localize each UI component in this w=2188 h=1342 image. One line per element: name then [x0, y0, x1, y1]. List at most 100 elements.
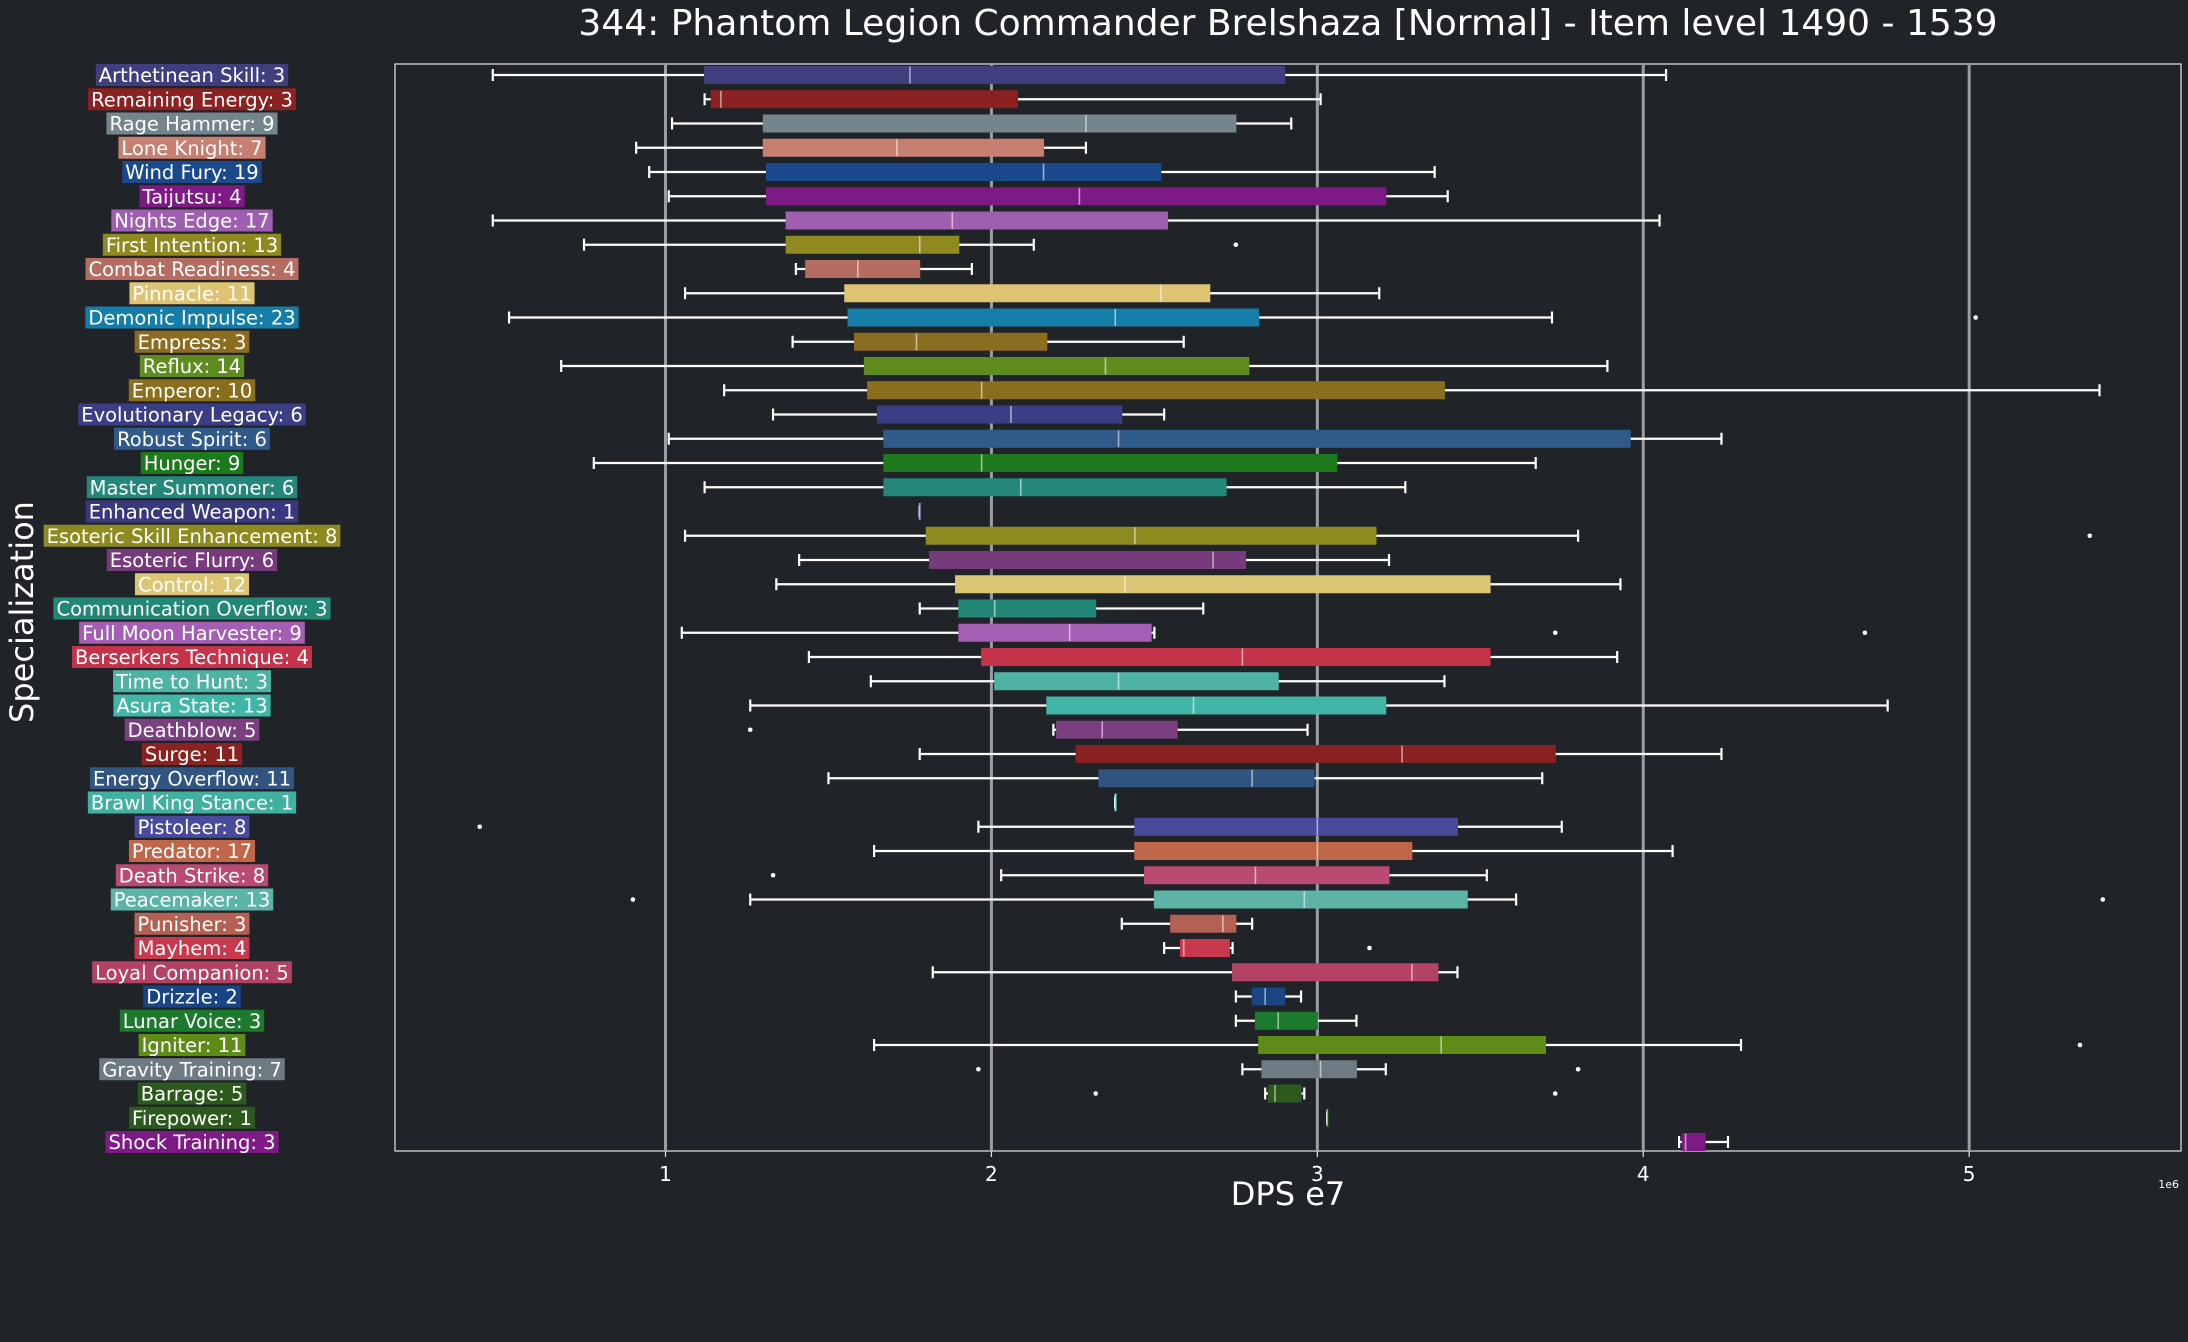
category-label: Control: 12	[134, 573, 250, 596]
category-label-bg	[78, 403, 306, 426]
category-label-text: Firepower: 1	[132, 1107, 252, 1130]
category-label-text: Lunar Voice: 3	[123, 1010, 261, 1033]
box-row	[1677, 1133, 1730, 1151]
category-label: Predator: 17	[128, 840, 256, 863]
category-label-text: Empress: 3	[138, 331, 247, 354]
box-row	[630, 890, 2106, 909]
category-label: Punisher: 3	[134, 912, 250, 936]
box-iqr	[762, 138, 1045, 157]
category-label-text: Reflux: 14	[143, 355, 241, 378]
category-label-text: Lone Knight: 7	[121, 137, 262, 160]
category-label-bg	[102, 233, 282, 256]
category-label: Berserkers Technique: 4	[72, 646, 312, 669]
category-label-text: Death Strike: 8	[119, 864, 265, 887]
category-label-text: Asura State: 13	[116, 695, 267, 718]
box-row	[869, 672, 1446, 691]
box-iqr	[1267, 1084, 1302, 1103]
box-iqr	[955, 575, 1491, 594]
box-iqr	[928, 551, 1247, 569]
chart-title: 344: Phantom Legion Commander Brelshaza …	[578, 3, 1997, 44]
box-row	[667, 429, 1723, 448]
category-label: Lunar Voice: 3	[119, 1009, 265, 1033]
outlier-point	[1367, 945, 1372, 951]
category-label-bg	[85, 306, 299, 329]
outlier-point	[2087, 533, 2093, 539]
category-label-text: Nights Edge: 17	[114, 210, 269, 233]
outlier-point	[770, 872, 776, 878]
category-label-text: Pinnacle: 11	[132, 282, 251, 305]
box-row	[775, 575, 1622, 594]
category-label-text: Combat Readiness: 4	[89, 258, 296, 281]
category-label: Deathblow: 5	[124, 718, 260, 742]
box-iqr	[1170, 914, 1237, 933]
box-iqr	[766, 187, 1387, 206]
box-row	[680, 623, 1868, 642]
category-label: Time to Hunt: 3	[113, 670, 271, 693]
category-label: Remaining Energy: 3	[88, 88, 296, 111]
category-label-bg	[88, 88, 296, 111]
box-row	[582, 235, 1239, 254]
box-iqr	[883, 429, 1631, 448]
category-label-bg	[134, 937, 250, 959]
category-label-text: Predator: 17	[132, 840, 252, 863]
category-label-bg	[128, 379, 256, 402]
category-label-text: Brawl King Stance: 1	[91, 792, 293, 815]
category-label-bg	[85, 258, 299, 280]
box-iqr	[844, 284, 1211, 303]
category-label-text: Demonic Impulse: 23	[88, 307, 295, 330]
category-label-bg	[79, 621, 305, 644]
category-label-bg	[87, 791, 297, 814]
x-tick-label: 1	[659, 1162, 672, 1186]
box-row	[771, 405, 1166, 424]
category-label: Combat Readiness: 4	[85, 258, 299, 281]
category-label-text: Punisher: 3	[138, 913, 247, 936]
category-label-bg	[122, 161, 262, 183]
category-label-text: Berserkers Technique: 4	[75, 646, 309, 669]
category-label-bg	[139, 185, 245, 208]
category-label-text: Time to Hunt: 3	[115, 670, 268, 693]
category-label: Pinnacle: 11	[129, 282, 255, 305]
box-iqr	[876, 405, 1123, 424]
category-label-text: Drizzle: 2	[146, 986, 238, 1009]
category-label-text: Shock Training: 3	[109, 1131, 276, 1154]
box-iqr	[883, 454, 1338, 472]
box-row	[723, 381, 2101, 400]
box-row	[918, 599, 1205, 618]
box-iqr	[994, 672, 1279, 691]
category-label: Empress: 3	[134, 330, 250, 354]
box-row	[477, 817, 1563, 836]
category-label-bg	[129, 282, 255, 305]
box-iqr	[704, 66, 1286, 84]
category-label-bg	[105, 1131, 279, 1153]
box-row	[491, 66, 1668, 84]
x-tick-label: 3	[1311, 1162, 1324, 1186]
box-row	[1234, 987, 1303, 1006]
box-iqr	[958, 623, 1152, 642]
category-label-text: Peacemaker: 13	[114, 889, 271, 912]
box-row	[648, 163, 1436, 181]
category-label-bg	[72, 646, 312, 668]
category-label-bg	[134, 815, 250, 838]
category-label-text: Wind Fury: 19	[125, 161, 258, 184]
category-label-text: Barrage: 5	[141, 1083, 244, 1106]
category-label: Reflux: 14	[139, 355, 245, 378]
category-label-bg	[106, 112, 278, 135]
box-iqr	[1098, 769, 1315, 788]
box-row	[794, 260, 973, 278]
box-row	[918, 745, 1723, 763]
box-iqr	[867, 381, 1445, 400]
box-iqr	[981, 648, 1491, 666]
category-label-bg	[95, 64, 289, 86]
category-label: Pistoleer: 8	[134, 815, 250, 839]
category-label: Taijutsu: 4	[139, 185, 245, 208]
category-label-text: Enhanced Weapon: 1	[89, 501, 296, 524]
category-label-bg	[115, 864, 269, 887]
box-iqr	[1046, 696, 1387, 715]
category-label: Lone Knight: 7	[118, 136, 266, 160]
box-iqr	[925, 526, 1377, 545]
box-iqr	[1056, 720, 1178, 739]
category-label-bg	[143, 985, 241, 1008]
category-label-bg	[113, 694, 271, 717]
category-label: Wind Fury: 19	[122, 161, 262, 184]
box-iqr	[710, 90, 1018, 109]
